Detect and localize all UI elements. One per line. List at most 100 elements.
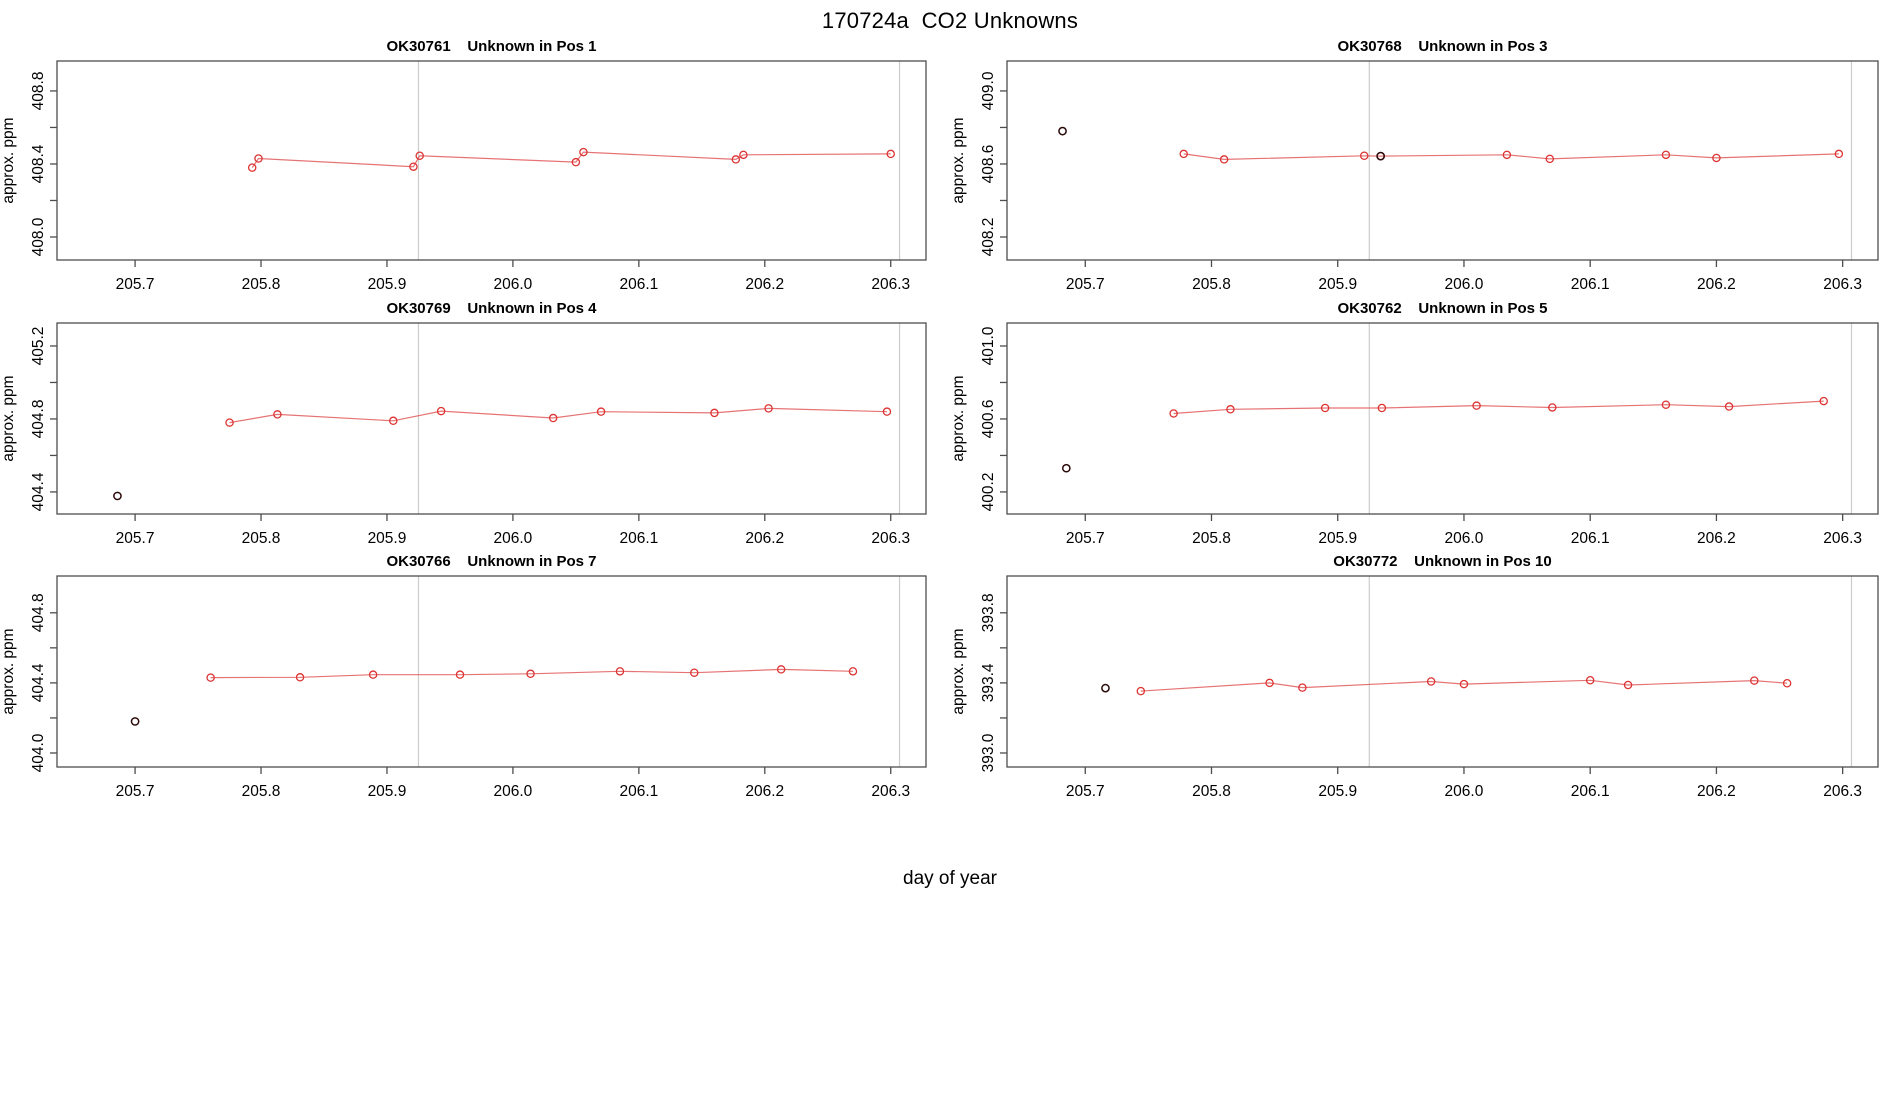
x-tick-label: 206.3 xyxy=(871,530,910,547)
data-point xyxy=(776,665,786,674)
data-point xyxy=(1320,403,1330,413)
x-tick-label: 206.1 xyxy=(619,783,658,800)
y-axis-label: approx. ppm xyxy=(0,375,17,461)
panel-title-OK30768: OK30768 Unknown in Pos 3 xyxy=(1337,38,1548,55)
data-point xyxy=(389,416,398,426)
y-axis-label: approx. ppm xyxy=(0,117,17,203)
series-line xyxy=(229,407,888,424)
y-tick-label: 408.2 xyxy=(980,218,997,257)
data-point xyxy=(415,151,424,161)
data-point xyxy=(1661,150,1671,160)
x-tick-label: 205.8 xyxy=(1192,276,1231,293)
data-point xyxy=(1359,151,1369,161)
x-tick-label: 205.8 xyxy=(1192,530,1231,547)
y-tick-label: 409.0 xyxy=(980,71,997,110)
data-point xyxy=(1179,149,1188,159)
data-point xyxy=(1226,405,1235,414)
x-tick-label: 205.7 xyxy=(1066,783,1105,800)
panel-title-OK30769: OK30769 Unknown in Pos 4 xyxy=(386,300,597,317)
plot-frame xyxy=(56,322,927,515)
y-tick-label: 408.0 xyxy=(30,217,47,256)
data-point xyxy=(1834,149,1844,159)
x-tick-label: 205.8 xyxy=(242,276,281,293)
x-tick-label: 205.7 xyxy=(116,530,155,547)
data-point xyxy=(1750,676,1759,685)
y-tick-label: 404.8 xyxy=(30,593,47,632)
data-point xyxy=(886,149,895,159)
x-tick-label: 206.0 xyxy=(1445,783,1484,800)
y-tick-label: 393.8 xyxy=(980,593,997,632)
data-point xyxy=(206,673,215,682)
plot-frame xyxy=(1006,60,1879,261)
y-tick-label: 408.6 xyxy=(980,145,997,184)
panel-OK30772: 205.7 205.8 205.9 206.0 206.1 206.2 206.3 393.0… xyxy=(950,575,1879,800)
x-tick-label: 205.9 xyxy=(1318,783,1357,800)
data-point xyxy=(1377,403,1387,413)
data-point xyxy=(295,673,305,682)
data-point xyxy=(596,407,606,416)
x-tick-label: 206.2 xyxy=(1697,276,1736,293)
data-point xyxy=(1265,678,1274,688)
x-tick-label: 205.9 xyxy=(368,530,407,547)
data-point xyxy=(571,157,581,167)
data-point xyxy=(848,667,858,676)
x-tick-label: 206.1 xyxy=(619,530,658,547)
x-tick-label: 205.9 xyxy=(368,783,407,800)
data-point xyxy=(1219,155,1229,164)
y-tick-label: 408.4 xyxy=(30,144,47,183)
data-point xyxy=(615,667,625,676)
dark-data-point xyxy=(113,491,122,501)
y-tick-label: 404.8 xyxy=(30,400,47,439)
x-tick-label: 206.0 xyxy=(494,276,533,293)
data-point xyxy=(1724,402,1734,411)
x-tick-label: 206.1 xyxy=(1571,783,1610,800)
data-point xyxy=(225,418,234,427)
data-point xyxy=(455,670,465,679)
data-point xyxy=(1459,679,1469,689)
y-axis-label: approx. ppm xyxy=(950,375,967,461)
x-tick-label: 206.2 xyxy=(745,530,784,547)
data-point xyxy=(548,413,558,423)
dark-data-point xyxy=(1061,463,1071,473)
x-tick-label: 206.2 xyxy=(1697,530,1736,547)
x-tick-label: 205.8 xyxy=(242,530,281,547)
panel-title-OK30762: OK30762 Unknown in Pos 5 xyxy=(1337,300,1548,317)
x-tick-label: 205.9 xyxy=(1318,276,1357,293)
data-point xyxy=(1661,400,1671,409)
series-line xyxy=(1140,679,1788,692)
x-tick-label: 206.2 xyxy=(745,276,784,293)
data-point xyxy=(1712,153,1721,163)
x-tick-label: 205.8 xyxy=(1192,783,1231,800)
panel-OK30766: 205.7 205.8 205.9 206.0 206.1 206.2 206.3 404.0… xyxy=(0,575,927,800)
data-point xyxy=(739,150,748,160)
x-tick-label: 206.0 xyxy=(494,530,533,547)
data-point xyxy=(882,407,892,416)
panel-title-OK30766: OK30766 Unknown in Pos 7 xyxy=(386,553,597,570)
panel-title-OK30772: OK30772 Unknown in Pos 10 xyxy=(1333,553,1552,570)
x-tick-label: 206.1 xyxy=(1571,276,1610,293)
y-tick-label: 400.6 xyxy=(980,400,997,439)
y-tick-label: 401.0 xyxy=(980,326,997,365)
data-point xyxy=(1545,154,1555,164)
data-point xyxy=(579,147,588,157)
y-tick-label: 404.4 xyxy=(30,663,47,702)
data-point xyxy=(526,669,535,679)
data-point xyxy=(1426,677,1436,686)
data-point xyxy=(1623,680,1633,690)
x-axis-outer-label: day of year xyxy=(903,868,997,889)
x-tick-label: 206.0 xyxy=(1445,530,1484,547)
figure-title: 170724a CO2 Unknowns xyxy=(821,8,1079,33)
plot-frame xyxy=(56,575,927,768)
x-tick-label: 205.9 xyxy=(1318,530,1357,547)
data-point xyxy=(731,155,741,164)
data-point xyxy=(409,162,418,171)
plot-frame xyxy=(1006,575,1879,768)
data-point xyxy=(1819,396,1828,406)
data-point xyxy=(1472,401,1481,410)
x-tick-label: 205.7 xyxy=(116,276,155,293)
plot-frame xyxy=(56,60,927,261)
data-point xyxy=(368,670,378,679)
x-tick-label: 205.7 xyxy=(1066,530,1105,547)
